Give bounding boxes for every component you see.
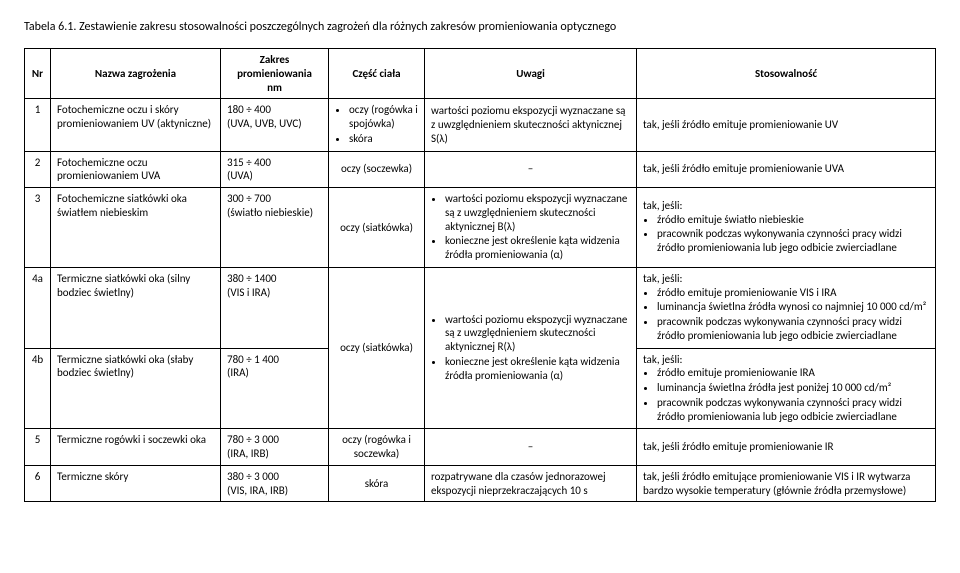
- stos-item: luminancja świetlna źródła jest poniżej …: [657, 381, 929, 395]
- table-row: 6 Termiczne skóry 380 ÷ 3 000 (VIS, IRA,…: [25, 465, 936, 502]
- cell-nr: 6: [25, 465, 51, 502]
- zakres-range: 380 ÷ 1400: [227, 272, 276, 285]
- cell-name: Termiczne rogówki i soczewki oka: [51, 429, 221, 466]
- stos-item: pracownik podczas wykonywania czynności …: [657, 315, 929, 343]
- cell-stos: tak, jeśli źródło emituje promieniowanie…: [637, 151, 936, 188]
- th-zakres-l3: nm: [267, 81, 282, 94]
- th-uwagi: Uwagi: [425, 49, 637, 99]
- cell-name: Termiczne skóry: [51, 465, 221, 502]
- th-stos: Stosowalność: [637, 49, 936, 99]
- cell-name: Fotochemiczne siatkówki oka światłem nie…: [51, 188, 221, 268]
- cell-name: Fotochemiczne oczu promieniowaniem UVA: [51, 151, 221, 188]
- cell-zakres: 315 ÷ 400 (UVA): [221, 151, 329, 188]
- cell-stos: tak, jeśli: źródło emituje promieniowani…: [637, 348, 936, 429]
- cell-zakres: 380 ÷ 3 000 (VIS, IRA, IRB): [221, 465, 329, 502]
- th-zakres: Zakres promieniowania nm: [221, 49, 329, 99]
- cell-nr: 4a: [25, 267, 51, 348]
- cell-name: Fotochemiczne oczu i skóry promieniowani…: [51, 99, 221, 151]
- stos-item: pracownik podczas wykonywania czynności …: [657, 396, 929, 424]
- cell-uwagi: rozpatrywane dla czasów jednorazowej eks…: [425, 465, 637, 502]
- zakres-range: 315 ÷ 400: [227, 156, 271, 169]
- hazard-table: Nr Nazwa zagrożenia Zakres promieniowani…: [24, 48, 936, 502]
- uwagi-item: wartości poziomu ekspozycji wyznaczane s…: [445, 313, 630, 354]
- th-zakres-l2: promieniowania: [237, 67, 312, 80]
- table-row: 5 Termiczne rogówki i soczewki oka 780 ÷…: [25, 429, 936, 466]
- table-row: 2 Fotochemiczne oczu promieniowaniem UVA…: [25, 151, 936, 188]
- cell-nr: 2: [25, 151, 51, 188]
- table-row: 3 Fotochemiczne siatkówki oka światłem n…: [25, 188, 936, 268]
- cell-body: oczy (rogówka i spojówka) skóra: [329, 99, 425, 151]
- zakres-label: (UVA): [227, 169, 253, 182]
- cell-zakres: 780 ÷ 1 400 (IRA): [221, 348, 329, 429]
- zakres-label: (VIS, IRA, IRB): [227, 484, 288, 497]
- th-zakres-l1: Zakres: [260, 53, 290, 66]
- cell-zakres: 300 ÷ 700 (światło niebieskie): [221, 188, 329, 268]
- stos-item: luminancja świetlna źródła wynosi co naj…: [657, 300, 929, 314]
- zakres-label: (VIS i IRA): [227, 286, 270, 299]
- table-row: 1 Fotochemiczne oczu i skóry promieniowa…: [25, 99, 936, 151]
- zakres-range: 180 ÷ 400: [227, 103, 271, 116]
- zakres-range: 780 ÷ 3 000: [227, 433, 279, 446]
- stos-item: pracownik podczas wykonywania czynności …: [657, 227, 929, 255]
- th-body: Część ciała: [329, 49, 425, 99]
- uwagi-item: konieczne jest określenie kąta widzenia …: [445, 234, 630, 262]
- stos-head: tak, jeśli:: [643, 353, 682, 366]
- table-caption: Tabela 6.1. Zestawienie zakresu stosowal…: [24, 20, 936, 34]
- cell-uwagi: –: [425, 429, 637, 466]
- body-item: skóra: [349, 132, 418, 146]
- table-header-row: Nr Nazwa zagrożenia Zakres promieniowani…: [25, 49, 936, 99]
- cell-uwagi: wartości poziomu ekspozycji wyznaczane s…: [425, 99, 637, 151]
- cell-uwagi: wartości poziomu ekspozycji wyznaczane s…: [425, 188, 637, 268]
- cell-name: Termiczne siatkówki oka (silny bodziec ś…: [51, 267, 221, 348]
- stos-item: źródło emituje światło niebieskie: [657, 213, 929, 227]
- zakres-label: (UVA, UVB, UVC): [227, 117, 302, 130]
- uwagi-item: wartości poziomu ekspozycji wyznaczane s…: [445, 192, 630, 233]
- cell-body: oczy (rogówka i soczewka): [329, 429, 425, 466]
- stos-head: tak, jeśli:: [643, 199, 682, 212]
- zakres-range: 380 ÷ 3 000: [227, 470, 279, 483]
- th-nr: Nr: [25, 49, 51, 99]
- zakres-range: 300 ÷ 700: [227, 192, 271, 205]
- cell-body: oczy (siatkówka): [329, 188, 425, 268]
- stos-head: tak, jeśli:: [643, 272, 682, 285]
- cell-nr: 4b: [25, 348, 51, 429]
- cell-zakres: 380 ÷ 1400 (VIS i IRA): [221, 267, 329, 348]
- cell-uwagi: –: [425, 151, 637, 188]
- uwagi-item: konieczne jest określenie kąta widzenia …: [445, 355, 630, 383]
- cell-uwagi: wartości poziomu ekspozycji wyznaczane s…: [425, 267, 637, 429]
- cell-zakres: 780 ÷ 3 000 (IRA, IRB): [221, 429, 329, 466]
- stos-item: źródło emituje promieniowanie IRA: [657, 366, 929, 380]
- body-item: oczy (rogówka i spojówka): [349, 103, 418, 131]
- cell-body: oczy (siatkówka): [329, 267, 425, 429]
- cell-zakres: 180 ÷ 400 (UVA, UVB, UVC): [221, 99, 329, 151]
- cell-stos: tak, jeśli: źródło emituje promieniowani…: [637, 267, 936, 348]
- cell-stos: tak, jeśli źródło emitujące promieniowan…: [637, 465, 936, 502]
- th-name: Nazwa zagrożenia: [51, 49, 221, 99]
- zakres-range: 780 ÷ 1 400: [227, 353, 279, 366]
- cell-name: Termiczne siatkówki oka (słaby bodziec ś…: [51, 348, 221, 429]
- cell-nr: 5: [25, 429, 51, 466]
- zakres-label: (IRA): [227, 366, 249, 379]
- zakres-label: (światło niebieskie): [227, 206, 313, 219]
- stos-item: źródło emituje promieniowanie VIS i IRA: [657, 286, 929, 300]
- cell-stos: tak, jeśli: źródło emituje światło niebi…: [637, 188, 936, 268]
- cell-body: oczy (soczewka): [329, 151, 425, 188]
- cell-nr: 1: [25, 99, 51, 151]
- table-row: 4a Termiczne siatkówki oka (silny bodzie…: [25, 267, 936, 348]
- zakres-label: (IRA, IRB): [227, 447, 269, 460]
- cell-nr: 3: [25, 188, 51, 268]
- cell-stos: tak, jeśli źródło emituje promieniowanie…: [637, 99, 936, 151]
- cell-stos: tak, jeśli źródło emituje promieniowanie…: [637, 429, 936, 466]
- cell-body: skóra: [329, 465, 425, 502]
